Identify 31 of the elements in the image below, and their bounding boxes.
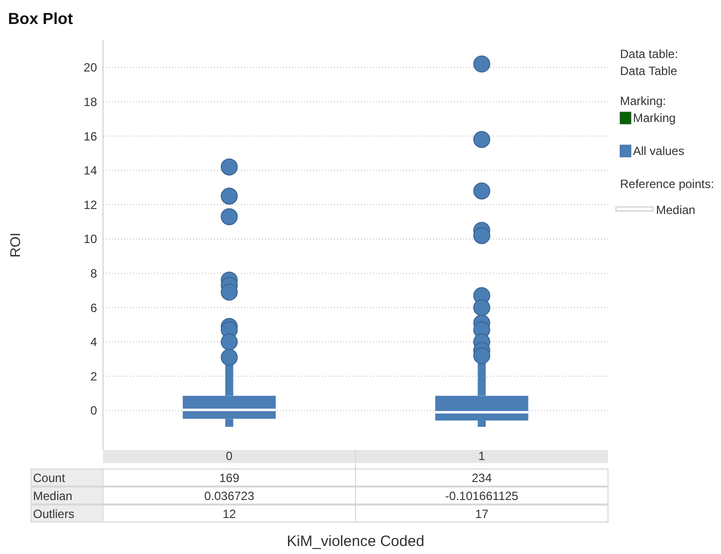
text: 0.036723 (204, 489, 255, 503)
y-tick-label: 16 (84, 129, 98, 144)
chart-title: Box Plot (8, 11, 74, 28)
text: Marking: (620, 94, 666, 108)
text: Outliers (33, 507, 74, 521)
x-tick-label: 1 (478, 449, 486, 463)
text: Median (33, 489, 72, 503)
text: 234 (472, 471, 492, 485)
legend-label: All values (633, 144, 684, 158)
y-tick-label: 10 (84, 232, 98, 246)
y-tick-label: 18 (84, 94, 98, 109)
text: -0.101661125 (445, 489, 519, 503)
y-tick-label: 6 (90, 300, 98, 315)
y-axis-title: ROI (7, 232, 23, 258)
text: Data Table (620, 64, 678, 78)
text: 17 (475, 507, 489, 521)
text: Reference points: (620, 177, 714, 191)
text: Median (656, 203, 696, 217)
text: Marking (633, 111, 676, 125)
text: Count (33, 471, 66, 485)
text: 12 (222, 507, 236, 521)
y-tick-label: 14 (84, 164, 98, 178)
y-tick-label: 4 (90, 335, 98, 350)
text: 169 (219, 471, 240, 485)
y-tick-label: 12 (84, 198, 98, 212)
x-axis-title: KiM_violence Coded (286, 533, 424, 550)
y-tick-label: 2 (90, 369, 98, 384)
y-tick-label: 20 (84, 60, 98, 75)
y-tick-label: 0 (90, 404, 98, 418)
y-tick-label: 8 (90, 266, 98, 281)
text: Data table: (620, 47, 678, 61)
